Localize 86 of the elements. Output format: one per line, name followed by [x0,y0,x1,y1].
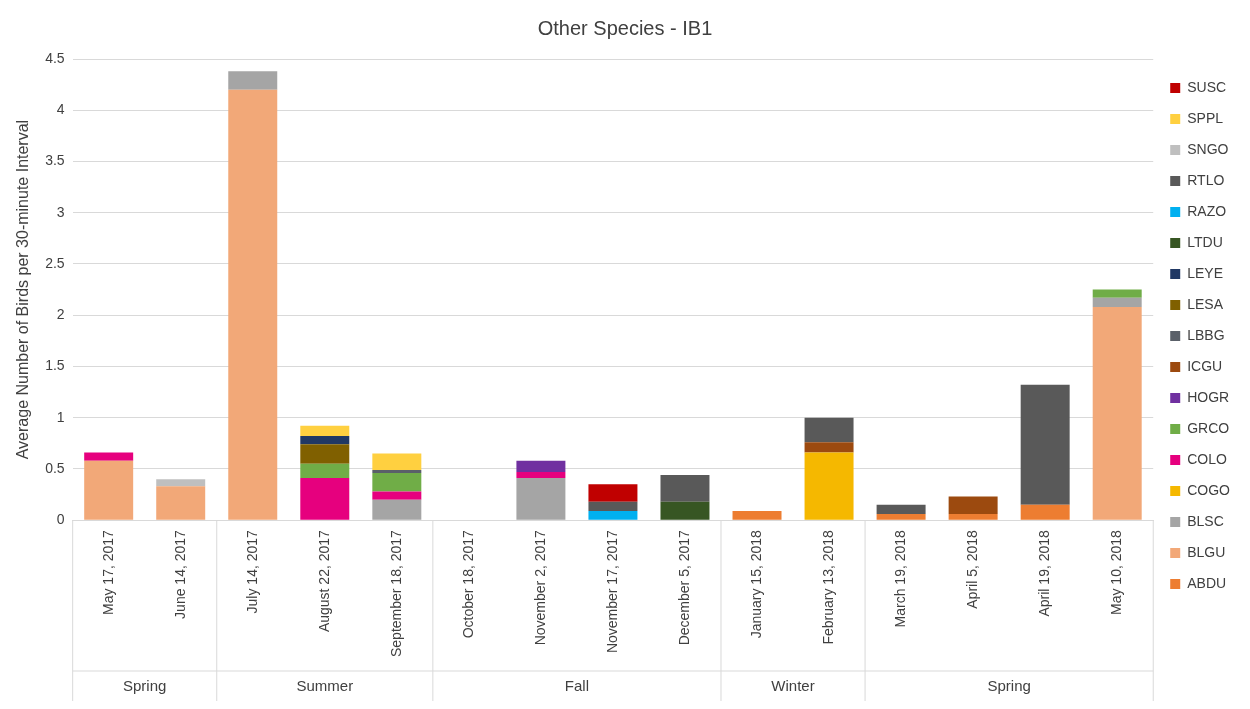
x-tick-label: March 19, 2018 [891,529,908,628]
text: Fall [564,677,590,695]
legend-label: ICGU [1187,357,1223,374]
y-tick-label: 2 [56,306,65,323]
bar [84,460,134,520]
y-tick-label: 3.5 [45,152,65,169]
bar [228,89,278,520]
y-tick-label: 1.5 [45,357,65,374]
bar [1092,306,1142,520]
bar [804,452,854,520]
bar [1092,289,1142,298]
y-tick-label: 2.5 [45,254,65,271]
x-tick-label: January 15, 2018 [747,529,764,639]
bar [84,452,134,461]
bar [156,479,206,487]
bar [660,501,710,520]
x-tick-label: April 5, 2018 [963,529,980,609]
legend-label: LEYE [1187,264,1224,281]
bar [1020,384,1070,505]
x-tick-label: November 2, 2017 [531,529,548,646]
bar [372,499,422,520]
bar [516,478,566,520]
x-tick-label: April 19, 2018 [1036,529,1053,617]
x-tick-label: November 17, 2017 [603,529,620,654]
legend-label: HOGR [1187,388,1230,405]
y-tick-label: 4.5 [45,49,65,66]
bar [948,496,998,514]
bar [228,71,278,90]
bar [588,501,638,511]
bar [372,453,422,470]
bar [516,471,566,479]
legend-label: ABDU [1187,574,1227,591]
bar [516,460,566,472]
bar [660,475,710,502]
bar [876,504,926,514]
bar [300,444,350,464]
bar [1020,504,1070,520]
legend-label: LESA [1187,295,1224,312]
bar [732,510,782,520]
x-tick-label: May 10, 2018 [1108,529,1125,615]
legend-label: RAZO [1187,202,1227,219]
bar [588,484,638,502]
chart-title: Other Species - IB1 [537,16,713,39]
y-tick-label: 3 [56,203,65,220]
legend-label: SUSC [1187,78,1227,95]
x-tick-label: May 17, 2017 [99,529,116,615]
bar [588,510,638,520]
legend-label: LBBG [1187,326,1225,343]
y-tick-label: 1 [56,408,65,425]
y-tick-label: 0 [56,510,65,527]
bar [156,486,206,520]
x-tick-label: July 14, 2017 [243,529,260,614]
bar [300,478,350,520]
bar [804,417,854,443]
legend-label: BLSC [1187,512,1224,529]
x-tick-label: June 14, 2017 [171,529,188,619]
legend-label: COGO [1187,481,1231,498]
legend-label: BLGU [1187,543,1226,560]
bar [372,491,422,500]
legend-label: RTLO [1187,171,1225,188]
bar [300,425,350,437]
x-tick-label: December 5, 2017 [675,529,692,646]
bar [876,513,926,520]
bar [300,436,350,445]
text: Spring [987,677,1031,695]
bar [372,469,422,473]
legend-label: SNGO [1187,140,1229,157]
bar [804,442,854,453]
bar [1092,297,1142,307]
legend-label: COLO [1187,450,1228,467]
bar [948,513,998,520]
x-tick-label: August 22, 2017 [315,529,332,633]
y-tick-label: 0.5 [45,459,65,476]
x-tick-label: October 18, 2017 [459,529,476,639]
legend-label: LTDU [1187,233,1223,250]
y-axis-title: Average Number of Birds per 30-minute Interval [14,119,32,460]
bar [372,472,422,492]
legend-label: GRCO [1187,419,1230,436]
x-tick-label: September 18, 2017 [387,529,404,658]
x-tick-label: February 13, 2018 [819,529,836,645]
text: Winter [771,677,815,695]
text: Spring [123,677,167,695]
legend-label: SPPL [1187,109,1224,126]
y-tick-label: 4 [56,101,65,118]
bar [300,463,350,479]
text: Summer [296,677,354,695]
